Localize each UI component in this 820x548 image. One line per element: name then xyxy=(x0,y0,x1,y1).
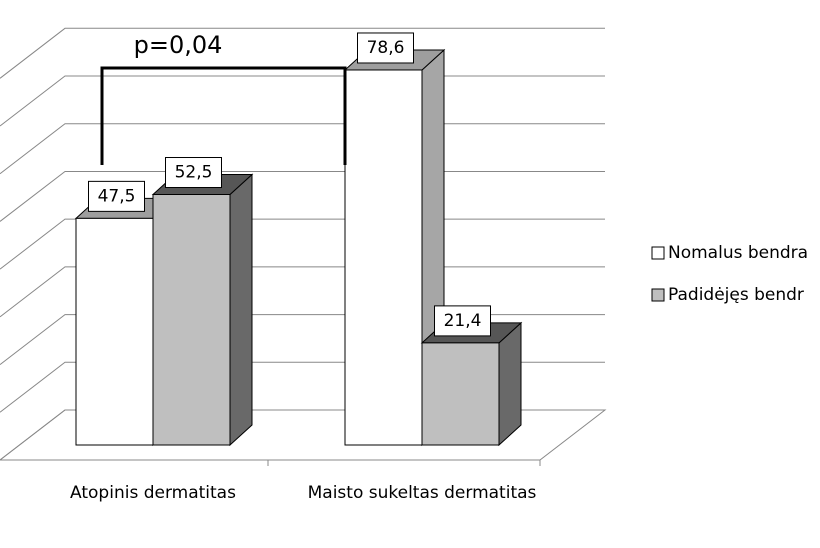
legend-label: Nomalus bendra xyxy=(668,243,808,263)
bar-side xyxy=(229,173,253,447)
bar-front xyxy=(421,342,500,446)
bar xyxy=(420,321,523,447)
legend-swatch xyxy=(651,288,665,302)
grid-line xyxy=(0,123,605,175)
bar-front xyxy=(75,217,154,446)
value-label-box xyxy=(88,180,145,212)
bar xyxy=(151,173,254,447)
value-label-box xyxy=(434,305,491,337)
bar-front xyxy=(344,69,423,446)
value-label: 47,5 xyxy=(98,186,136,206)
grid-line xyxy=(0,75,605,127)
x-tick-label: Maisto sukeltas dermatitas xyxy=(307,483,537,503)
significance-bracket xyxy=(100,66,347,165)
bar-front xyxy=(152,194,231,446)
value-label: 78,6 xyxy=(367,38,405,58)
annotation: p=0,04 xyxy=(134,31,223,59)
bar-side xyxy=(498,321,522,447)
legend-swatch xyxy=(651,246,665,260)
value-label: 21,4 xyxy=(444,311,482,331)
value-label: 52,5 xyxy=(175,163,213,183)
grid-line xyxy=(0,27,605,79)
x-tick-label: Atopinis dermatitas xyxy=(70,483,236,503)
legend-label: Padidėjęs bendr xyxy=(668,285,804,305)
value-label-box xyxy=(165,157,222,189)
value-label-box xyxy=(357,32,414,64)
